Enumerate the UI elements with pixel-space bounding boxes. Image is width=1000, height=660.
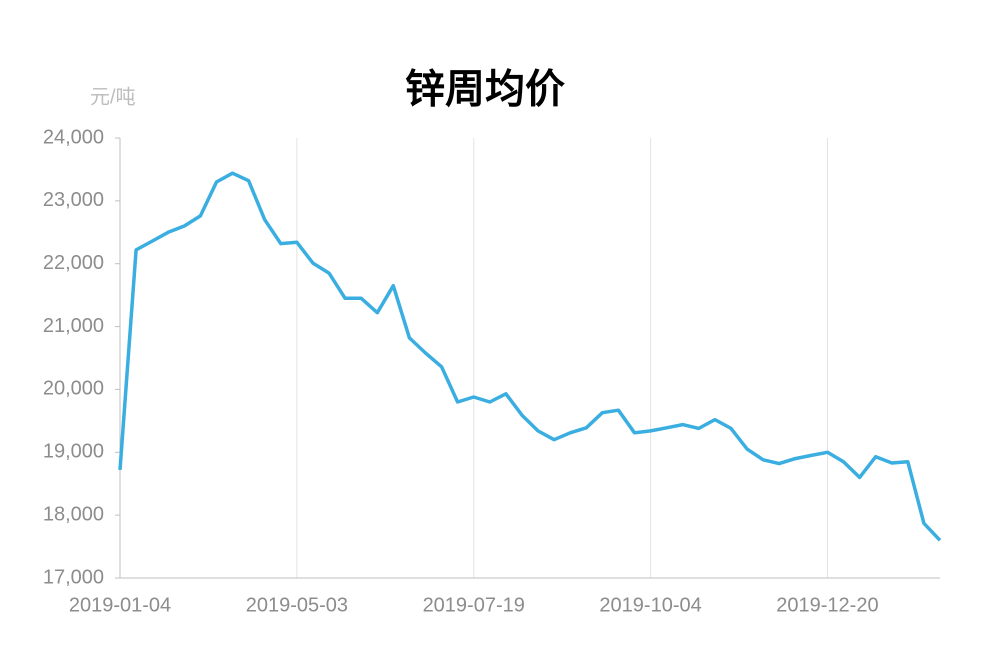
y-tick-label: 21,000 — [43, 315, 104, 337]
x-tick-label: 2019-01-04 — [69, 594, 171, 616]
y-tick-label: 19,000 — [43, 441, 104, 463]
y-tick-label: 17,000 — [43, 566, 104, 588]
y-tick-label: 18,000 — [43, 503, 104, 525]
x-tick-label: 2019-05-03 — [246, 594, 348, 616]
chart-title: 锌周均价 — [405, 68, 565, 112]
y-tick-label: 24,000 — [43, 126, 104, 148]
y-unit: 元/吨 — [90, 85, 136, 108]
x-tick-label: 2019-12-20 — [776, 594, 878, 616]
y-tick-label: 20,000 — [43, 378, 104, 400]
y-tick-label: 22,000 — [43, 252, 104, 274]
y-tick-label: 23,000 — [43, 189, 104, 211]
line — [118, 171, 942, 542]
x-tick-label: 2019-10-04 — [599, 594, 701, 616]
x-tick-label: 2019-07-19 — [423, 594, 525, 616]
